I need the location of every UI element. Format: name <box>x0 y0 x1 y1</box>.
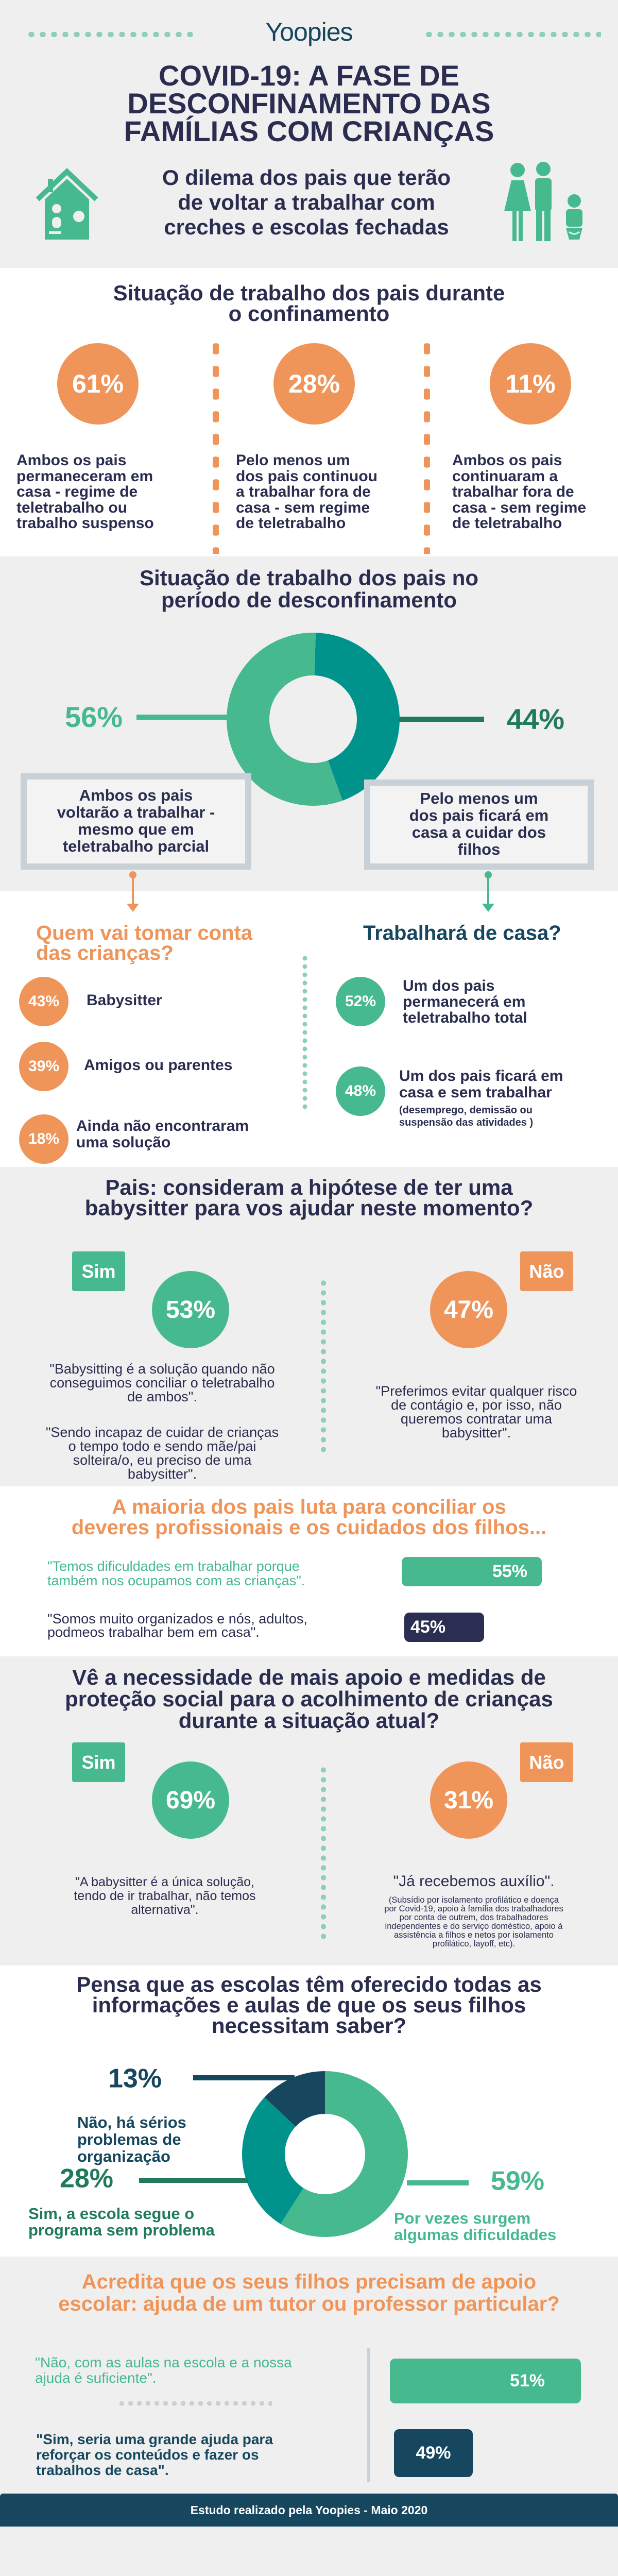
work-home-title: Trabalhará de casa? <box>363 922 561 944</box>
slice-percent-label: 59% <box>491 2166 544 2196</box>
dots-divider-left <box>26 32 193 37</box>
stat-circle: 52% <box>336 977 385 1026</box>
donut-chart-deconfinement: 56% 44% <box>65 633 564 806</box>
page-subtitle: O dilema dos pais que terão de voltar a … <box>162 165 451 239</box>
stat-circle: 61% <box>57 343 139 425</box>
arrows <box>127 871 494 912</box>
stat-circle: 11% <box>490 343 571 425</box>
percent-bar: 51% <box>390 2359 581 2403</box>
stat-label: Ainda não encontraram uma solução <box>76 1117 249 1151</box>
stat-label: Babysitter <box>87 992 162 1009</box>
slice-percent-label: 28% <box>60 2164 113 2194</box>
footer: Estudo realizado pela Yoopies - Maio 202… <box>0 2494 618 2527</box>
slice-label: Por vezes surgem algumas dificuldades <box>394 2209 557 2244</box>
donut-slice <box>264 2071 325 2127</box>
logo: Yoopies <box>265 18 353 46</box>
stat-note: (desemprego, demissão ou suspensão das a… <box>399 1105 534 1128</box>
no-tag: Não <box>520 1742 573 1782</box>
no-circle: 31% <box>430 1761 507 1839</box>
section-title: Situação de trabalho dos pais durante o … <box>113 281 505 326</box>
donut-slice <box>314 633 400 801</box>
section-title: Pensa que as escolas têm oferecido todas… <box>76 1972 542 2038</box>
no-quote: "Já recebemos auxílio". <box>393 1873 555 1890</box>
arrow-down-icon <box>482 871 494 912</box>
percent-bar: 55% <box>402 1557 542 1586</box>
quote: "Não, com as aulas na escola e a nossa a… <box>35 2354 292 2386</box>
label-box-left: Ambos os pais voltarão a trabalhar - mes… <box>21 773 251 870</box>
childcare-title: Quem vai tomar conta das crianças? <box>36 922 253 964</box>
donut-slice <box>227 633 343 806</box>
yes-tag: Sim <box>72 1251 125 1291</box>
vertical-divider <box>367 2348 370 2482</box>
quote: "Temos dificuldades em trabalhar porque … <box>47 1558 305 1588</box>
stat-circle: 28% <box>273 343 355 425</box>
stat-description: Ambos os pais permaneceram em casa - reg… <box>16 452 154 532</box>
slice-label: Não, há sérios problemas de organização <box>77 2113 186 2165</box>
slice-label: Sim, a escola segue o programa sem probl… <box>28 2205 215 2239</box>
schools-question-section: Pensa que as escolas têm oferecido todas… <box>0 1965 618 2257</box>
donut-slice <box>280 2071 408 2237</box>
yes-circle: 53% <box>152 1271 229 1348</box>
yes-circle: 69% <box>152 1761 229 1839</box>
no-note: (Subsídio por isolamento profilático e d… <box>384 1895 563 1948</box>
stat-circle: 43% <box>19 977 68 1026</box>
deconfinement-section: Situação de trabalho dos pais no período… <box>0 556 618 891</box>
babysitter-question-section: Pais: consideram a hipótese de ter uma b… <box>0 1167 618 1486</box>
box-text: Ambos os pais voltarão a trabalhar - mes… <box>57 786 215 855</box>
support-question-section: Vê a necessidade de mais apoio e medidas… <box>0 1656 618 1965</box>
section-title: Pais: consideram a hipótese de ter uma b… <box>84 1175 534 1220</box>
childcare-section: Quem vai tomar conta das crianças? Traba… <box>0 871 618 1167</box>
dotted-divider <box>302 954 307 1109</box>
donut-slice <box>242 2097 304 2224</box>
stat-label: Um dos pais ficará em casa e sem trabalh… <box>399 1067 563 1101</box>
section-title: Situação de trabalho dos pais no período… <box>139 566 479 612</box>
arrow-down-icon <box>127 871 139 912</box>
percent-bar: 45% <box>404 1613 485 1642</box>
yes-quote: "Babysitting é a solução quando não cons… <box>49 1361 275 1404</box>
section-title: Acredita que os seus filhos precisam de … <box>58 2270 560 2315</box>
dotted-divider <box>117 2401 272 2406</box>
section-title: Vê a necessidade de mais apoio e medidas… <box>65 1665 553 1733</box>
stat-description: Ambos os pais continuaram a trabalhar fo… <box>452 452 587 532</box>
page-title: COVID-19: A FASE DE DESCONFINAMENTO DAS … <box>124 59 494 147</box>
stat-circle: 18% <box>19 1114 68 1164</box>
box-text: Pelo menos um dos pais ficará em casa a … <box>409 789 549 858</box>
quote: "Sim, seria uma grande ajuda para reforç… <box>36 2431 273 2478</box>
yes-tag: Sim <box>72 1742 125 1782</box>
yes-quote: "Sendo incapaz de cuidar de crianças o t… <box>45 1425 279 1482</box>
balance-section: A maioria dos pais luta para conciliar o… <box>0 1486 618 1656</box>
dotted-divider <box>321 1765 326 1940</box>
no-circle: 47% <box>430 1271 507 1348</box>
slice-percent-label: 13% <box>108 2064 162 2094</box>
quote: "Somos muito organizados e nós, adultos,… <box>47 1611 307 1640</box>
slice-percent-label: 44% <box>507 703 564 735</box>
stat-circle: 48% <box>336 1066 385 1116</box>
no-tag: Não <box>520 1251 573 1291</box>
tutor-question-section: Acredita que os seus filhos precisam de … <box>0 2257 618 2494</box>
dots-divider-right <box>423 32 601 37</box>
percent-bar: 49% <box>394 2429 473 2477</box>
dotted-divider <box>213 337 219 554</box>
stat-description: Pelo menos um dos pais continuou a traba… <box>236 452 377 532</box>
dotted-divider <box>321 1278 326 1453</box>
header: Yoopies COVID-19: A FASE DE DESCONFINAME… <box>0 0 618 268</box>
stat-label: Um dos pais permanecerá em teletrabalho … <box>403 977 527 1026</box>
stat-circle: 39% <box>19 1042 68 1091</box>
no-quote: "Preferimos evitar qualquer risco de con… <box>375 1383 577 1440</box>
house-icon <box>33 167 100 245</box>
dotted-divider <box>424 337 430 554</box>
confinement-section: Situação de trabalho dos pais durante o … <box>0 268 618 556</box>
stat-label: Amigos ou parentes <box>84 1057 233 1074</box>
family-icon <box>502 160 595 245</box>
yes-quote: "A babysitter é a única solução, tendo d… <box>74 1875 256 1917</box>
label-box-right: Pelo menos um dos pais ficará em casa a … <box>364 779 594 870</box>
section-title: A maioria dos pais luta para conciliar o… <box>71 1496 547 1539</box>
slice-percent-label: 56% <box>65 701 123 733</box>
donut-chart-schools: 13% 28% 59% <box>60 2064 544 2237</box>
